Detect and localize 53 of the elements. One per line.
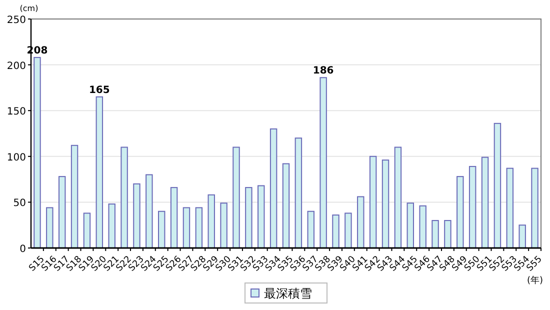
y-axis-title: (cm) — [20, 4, 38, 13]
bar — [357, 196, 364, 248]
bar — [481, 156, 489, 248]
bar — [34, 56, 41, 248]
bar — [58, 176, 66, 248]
bar — [232, 146, 240, 248]
bar — [46, 207, 54, 248]
bar — [208, 194, 215, 248]
y-tick-label: 100 — [6, 152, 26, 164]
legend: 最深積雪 — [244, 282, 328, 304]
bar — [245, 187, 252, 248]
bar — [494, 122, 502, 248]
bar — [394, 146, 402, 248]
data-label: 165 — [88, 84, 110, 96]
y-tick-label: 150 — [6, 106, 26, 118]
bar — [133, 183, 140, 248]
y-tick-label: 50 — [13, 198, 26, 210]
bar — [468, 166, 476, 248]
bar — [518, 224, 526, 248]
x-axis-title: (年) — [526, 275, 543, 286]
y-tick-label: 0 — [20, 244, 26, 255]
bar — [419, 205, 426, 248]
bar — [96, 96, 104, 248]
y-tick-label: 200 — [6, 60, 26, 72]
data-label: 186 — [312, 66, 334, 77]
legend-label: 最深積雪 — [264, 286, 312, 300]
bar — [344, 212, 352, 248]
bar — [369, 156, 377, 248]
bar — [195, 207, 203, 248]
bar — [182, 207, 190, 248]
bar — [506, 168, 514, 248]
bar — [108, 204, 116, 248]
bar — [220, 202, 228, 248]
bar — [332, 214, 340, 248]
bar — [70, 144, 78, 248]
bar — [282, 163, 290, 248]
bar — [320, 77, 327, 248]
bar — [406, 202, 414, 248]
bar — [83, 212, 91, 248]
bar — [531, 168, 538, 248]
bar — [170, 187, 178, 248]
bar — [307, 210, 314, 248]
bar — [456, 176, 464, 248]
bar — [444, 220, 452, 248]
bar — [294, 138, 302, 248]
y-tick-label: 250 — [6, 15, 26, 26]
bar — [146, 174, 153, 248]
bar — [382, 160, 390, 248]
bar — [270, 128, 278, 248]
bar — [258, 185, 265, 248]
bar — [120, 146, 128, 248]
bar — [432, 220, 439, 248]
bar — [158, 210, 166, 248]
